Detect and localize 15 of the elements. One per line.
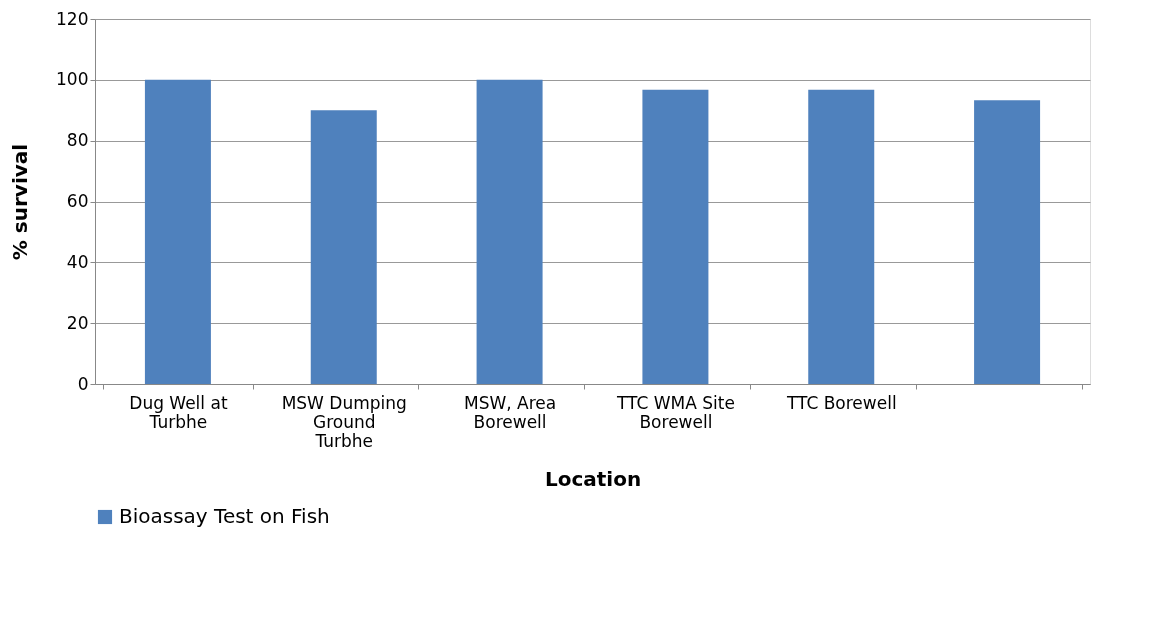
y-axis-title: % survival	[8, 143, 33, 261]
y-tick-label: 120	[56, 8, 89, 29]
y-tick-label: 60	[66, 191, 89, 211]
x-axis-title: Location	[544, 466, 642, 491]
y-tick-label: 80	[66, 130, 89, 151]
y-tick-label: 100	[56, 69, 89, 90]
y-tick-label: 0	[77, 373, 89, 394]
legend-label: Bioassay Test on Fish	[119, 504, 330, 528]
x-tick-label: Dug Well at Turbhe	[129, 392, 228, 432]
y-tick-label: 40	[66, 251, 89, 272]
x-tick-label: TTC Borewell	[785, 392, 897, 413]
x-tick-label: MSW, Area Borewell	[463, 392, 557, 432]
x-tick-label: MSW Dumping Ground Turbhe	[281, 392, 407, 451]
y-tick-label: 20	[66, 312, 89, 333]
x-tick-label: TTC WMA Site Borewell	[615, 392, 735, 432]
